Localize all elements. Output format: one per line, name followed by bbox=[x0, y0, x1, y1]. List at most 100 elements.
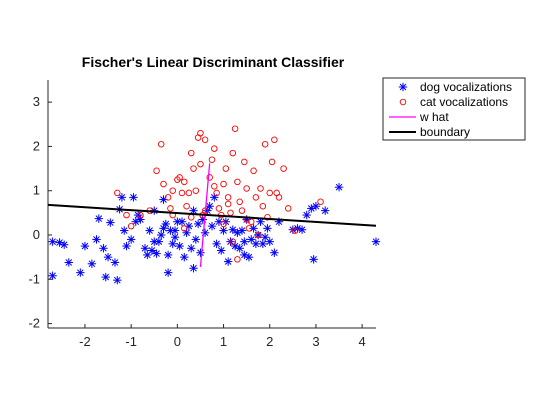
dog-point bbox=[80, 241, 90, 251]
dog-point bbox=[263, 224, 272, 233]
dog-point bbox=[59, 240, 69, 249]
cat-point bbox=[268, 158, 276, 166]
y-tick-label: -2 bbox=[28, 316, 40, 331]
cat-point bbox=[127, 222, 135, 230]
dog-point bbox=[103, 252, 113, 262]
cat-point bbox=[220, 220, 227, 228]
x-tick-label: 4 bbox=[359, 334, 366, 349]
dog-point bbox=[48, 237, 57, 246]
dog-point bbox=[106, 218, 115, 227]
legend-cat-marker bbox=[399, 98, 407, 106]
cat-point bbox=[234, 256, 241, 263]
x-tick-label: 1 bbox=[220, 334, 227, 349]
dog-point bbox=[92, 235, 101, 244]
cat-point bbox=[185, 189, 193, 197]
legend-label-cat: cat vocalizations bbox=[420, 95, 508, 109]
cat-point bbox=[211, 183, 218, 190]
dog-point bbox=[297, 225, 307, 234]
y-tick-label: -1 bbox=[28, 271, 40, 286]
plot-area: -2 -1 0 1 2 3 4 -2 -1 0 1 2 3 bbox=[28, 80, 381, 349]
dog-point bbox=[302, 210, 311, 220]
x-tick-label: -1 bbox=[125, 334, 137, 349]
cat-point bbox=[291, 227, 299, 234]
legend-box bbox=[382, 77, 526, 141]
dog-point bbox=[117, 193, 127, 202]
cat-point bbox=[160, 180, 167, 188]
dog-point bbox=[187, 244, 196, 253]
dog-point bbox=[200, 228, 210, 237]
dog-point bbox=[110, 258, 120, 267]
dog-point bbox=[170, 226, 180, 235]
legend-dog-marker bbox=[398, 82, 408, 92]
cat-point bbox=[271, 136, 278, 144]
dog-point bbox=[126, 235, 136, 244]
cat-point bbox=[224, 200, 232, 208]
dog-point bbox=[99, 244, 108, 253]
dog-point bbox=[193, 219, 203, 229]
cat-point bbox=[250, 167, 257, 175]
dog-point bbox=[163, 268, 173, 277]
dog-point bbox=[154, 237, 164, 246]
cat-point bbox=[123, 211, 130, 219]
cat-point bbox=[164, 194, 172, 201]
cat-point bbox=[284, 205, 292, 212]
x-tick-label: 0 bbox=[174, 334, 181, 349]
cat-point bbox=[181, 225, 188, 232]
cat-point bbox=[236, 198, 243, 206]
cat-point bbox=[229, 238, 237, 245]
dog-point bbox=[159, 224, 168, 233]
boundary-line bbox=[47, 203, 377, 227]
dog-point bbox=[196, 248, 205, 257]
cat-point bbox=[234, 178, 241, 186]
cat-point bbox=[197, 129, 204, 137]
legend-label-boundary: boundary bbox=[420, 125, 470, 139]
dog-point bbox=[265, 237, 274, 246]
dog-point bbox=[113, 275, 122, 285]
cat-point bbox=[243, 185, 250, 192]
legend-label-dog: dog vocalizations bbox=[420, 80, 512, 94]
dog-point bbox=[249, 224, 258, 233]
cat-point bbox=[241, 158, 248, 166]
dog-point bbox=[101, 272, 110, 282]
y-tick-label: 2 bbox=[33, 138, 40, 153]
cat-point bbox=[190, 165, 197, 172]
dog-point bbox=[212, 239, 221, 249]
dog-point bbox=[140, 244, 150, 253]
cat-point bbox=[222, 165, 230, 172]
cat-point bbox=[227, 209, 234, 217]
cat-point bbox=[201, 136, 209, 144]
cat-point bbox=[238, 207, 246, 214]
cat-point bbox=[224, 194, 232, 201]
dog-point bbox=[156, 230, 166, 240]
dog-point bbox=[189, 264, 198, 273]
dog-point bbox=[223, 257, 233, 266]
dog-point bbox=[180, 252, 189, 262]
cat-point bbox=[317, 198, 324, 206]
cat-point bbox=[252, 194, 260, 201]
dog-point bbox=[235, 244, 244, 253]
cat-point bbox=[114, 189, 121, 197]
cat-point bbox=[192, 187, 200, 194]
cat-point bbox=[176, 174, 183, 181]
x-tick-label: 3 bbox=[312, 334, 319, 349]
dog-point bbox=[163, 250, 173, 260]
cat-point bbox=[245, 225, 253, 232]
dog-point bbox=[152, 249, 161, 258]
cat-point bbox=[153, 167, 160, 175]
dog-point bbox=[122, 241, 131, 251]
dog-point bbox=[168, 239, 177, 249]
y-tick-label: 3 bbox=[33, 94, 40, 109]
cat-point bbox=[187, 149, 195, 157]
dog-point bbox=[240, 250, 249, 260]
cat-point bbox=[257, 185, 264, 192]
chart-title: Fischer's Linear Discriminant Classifier bbox=[82, 54, 345, 70]
cat-point bbox=[254, 231, 262, 239]
y-tick-label: 1 bbox=[33, 183, 40, 198]
dog-point bbox=[309, 255, 318, 264]
cat-point bbox=[208, 156, 216, 163]
dog-point bbox=[76, 268, 85, 277]
dog-point bbox=[240, 237, 249, 246]
y-tick-label: 0 bbox=[33, 227, 40, 242]
